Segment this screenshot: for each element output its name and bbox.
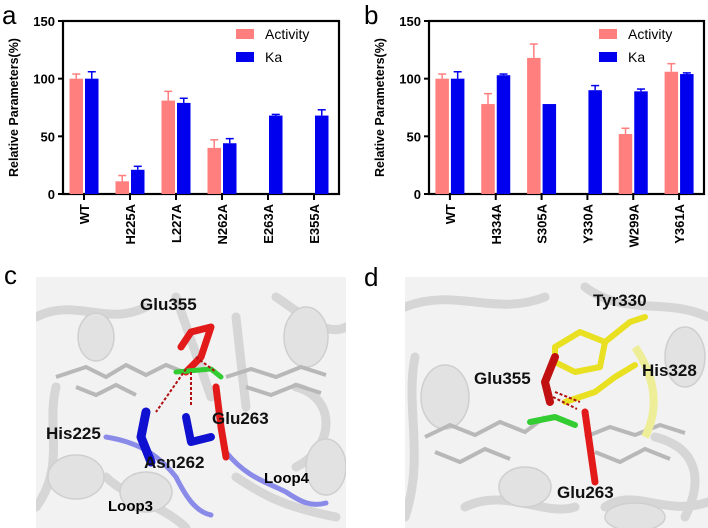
- residue-label-glu263-c: Glu263: [212, 409, 269, 428]
- legend-label-ka: Ka: [628, 49, 645, 65]
- legend-swatch-activity: [236, 29, 254, 39]
- protein-cartoon-c: [36, 277, 346, 528]
- structure-image-c: Glu355 His225 Asn262 Glu263 Loop3 Loop4: [36, 277, 346, 528]
- y-tick-label: 150: [399, 14, 421, 29]
- x-tick-label: W299A: [626, 203, 641, 247]
- x-tick-label: L227A: [169, 203, 184, 243]
- x-tick-label: WT: [443, 204, 458, 224]
- y-tick-label: 100: [33, 72, 55, 87]
- legend-swatch-activity: [599, 29, 617, 39]
- legend-swatch-ka: [236, 52, 254, 62]
- x-tick-label: H225A: [123, 203, 138, 244]
- plot-frame: [427, 19, 706, 196]
- activity-bar: [618, 134, 633, 194]
- residue-label-tyr330: Tyr330: [593, 291, 647, 310]
- residue-label-glu263-d: Glu263: [557, 483, 614, 502]
- y-tick-label: 0: [414, 187, 421, 202]
- residue-label-glu355-d: Glu355: [474, 369, 531, 388]
- x-tick-label: WT: [77, 204, 92, 224]
- activity-bar: [664, 71, 679, 194]
- y-tick-label: 150: [33, 14, 55, 29]
- activity-bar: [527, 57, 541, 195]
- ka-bar: [131, 169, 145, 194]
- activity-bar: [161, 100, 175, 194]
- ka-bar: [542, 104, 557, 194]
- x-tick-label: E263A: [261, 203, 276, 243]
- ka-bar: [680, 74, 694, 194]
- panel-letter-a: a: [2, 0, 17, 30]
- protein-cartoon-d: [405, 277, 708, 528]
- residue-label-his328: His328: [642, 361, 697, 380]
- x-tick-label: N262A: [215, 203, 230, 244]
- structure-image-d: Tyr330 His328 Glu355 Glu263: [405, 277, 708, 528]
- y-tick-label: 100: [399, 72, 421, 87]
- bar-chart-b: 0 50 100 150 Relative Parameters(%) WT H334A S3…: [373, 14, 706, 247]
- legend-swatch-ka: [599, 52, 617, 62]
- ka-bar: [588, 90, 602, 194]
- y-tick-label: 0: [48, 187, 55, 202]
- legend-label-activity: Activity: [265, 26, 309, 42]
- x-tick-label: Y330A: [580, 203, 595, 243]
- panel-letter-d: d: [364, 262, 379, 292]
- residue-label-asn262: Asn262: [144, 453, 205, 472]
- legend-label-ka: Ka: [265, 49, 282, 65]
- panel-letter-b: b: [364, 0, 379, 30]
- ka-bar: [634, 91, 648, 194]
- activity-bar: [207, 147, 221, 194]
- bar-chart-a: 0 50 100 150 Relative Parameters(%) WT H225A L2…: [7, 14, 341, 244]
- ka-bar: [315, 115, 329, 194]
- ka-bar: [177, 102, 191, 194]
- residue-label-his225: His225: [46, 424, 101, 443]
- y-tick-label: 50: [41, 129, 55, 144]
- x-tick-label: H334A: [489, 203, 504, 244]
- ka-bar: [85, 78, 99, 194]
- plot-frame: [61, 19, 341, 196]
- x-tick-label: Y361A: [672, 203, 687, 243]
- x-tick-label: E355A: [307, 203, 322, 243]
- activity-bar: [481, 104, 495, 194]
- x-tick-label: S305A: [535, 203, 550, 243]
- loop-label-loop4: Loop4: [264, 470, 309, 487]
- ka-bar: [269, 115, 283, 194]
- legend-label-activity: Activity: [628, 26, 672, 42]
- activity-bar: [69, 78, 83, 194]
- y-axis-label: Relative Parameters(%): [7, 38, 21, 177]
- y-axis-label: Relative Parameters(%): [373, 38, 387, 177]
- activity-bar: [115, 181, 129, 194]
- y-tick-label: 50: [407, 129, 421, 144]
- ka-bar: [450, 78, 465, 194]
- activity-bar: [435, 78, 449, 194]
- ka-bar: [223, 143, 237, 194]
- loop-label-loop3: Loop3: [108, 498, 153, 515]
- panel-letter-c: c: [4, 260, 17, 290]
- ka-bar: [496, 75, 511, 194]
- residue-label-glu355-c: Glu355: [140, 295, 197, 314]
